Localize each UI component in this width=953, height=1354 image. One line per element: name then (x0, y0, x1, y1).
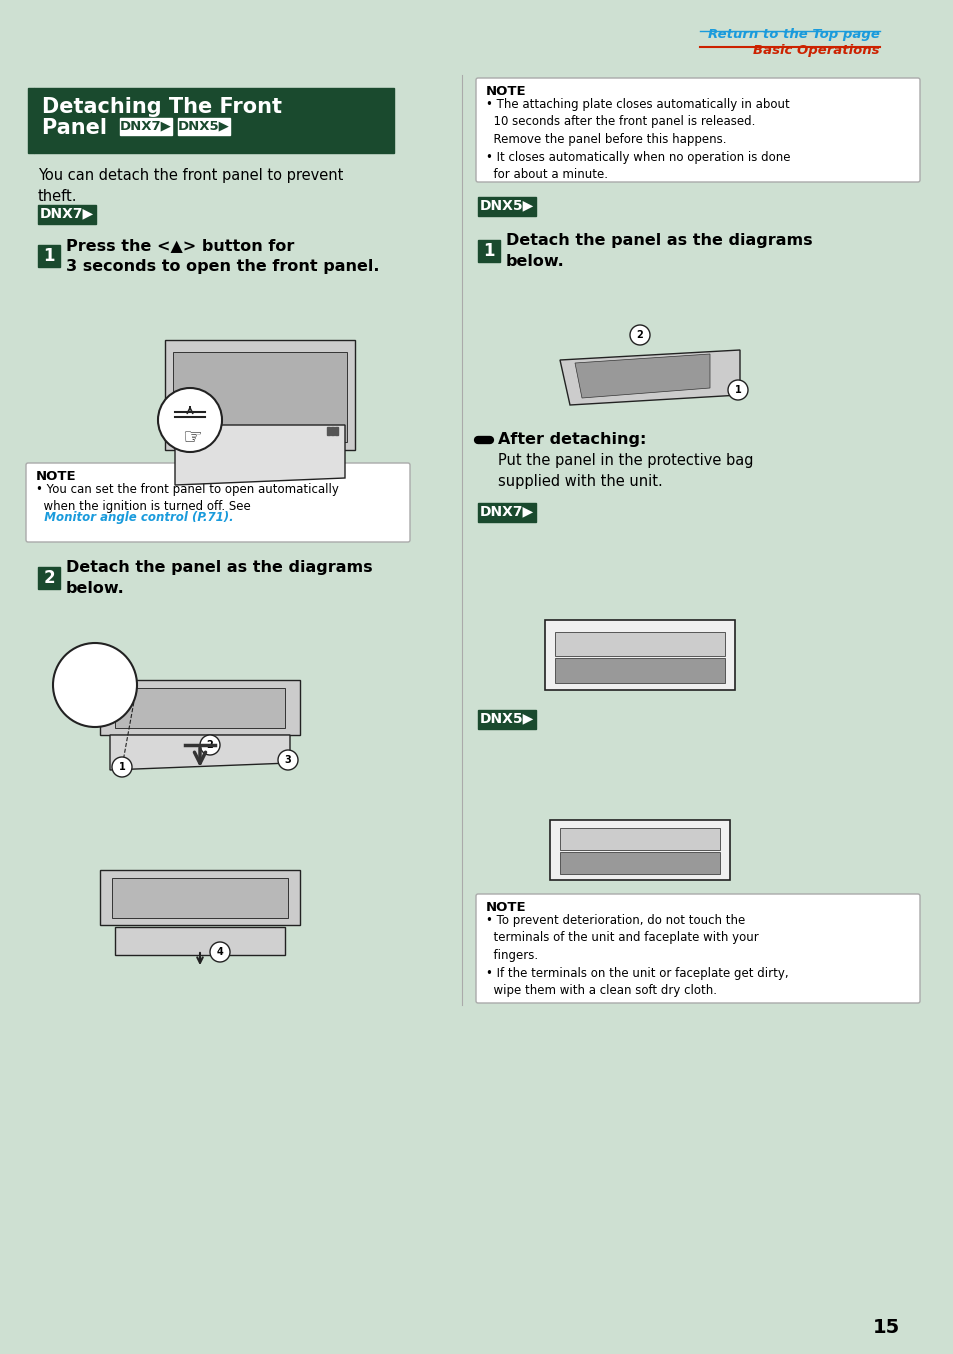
Text: 1: 1 (734, 385, 740, 395)
Text: Detaching The Front: Detaching The Front (42, 97, 282, 116)
Bar (555, 658, 724, 682)
Circle shape (200, 735, 220, 756)
Bar (327, 427, 330, 435)
Bar (115, 927, 285, 955)
FancyBboxPatch shape (476, 79, 919, 181)
Text: Put the panel in the protective bag
supplied with the unit.: Put the panel in the protective bag supp… (497, 454, 753, 489)
Bar (28, 88, 34, 153)
Bar (178, 118, 230, 135)
Text: DNX5▶: DNX5▶ (178, 119, 230, 131)
Bar (172, 352, 347, 441)
Text: DNX7▶: DNX7▶ (120, 119, 172, 131)
Circle shape (158, 389, 222, 452)
Bar (477, 709, 536, 728)
Circle shape (727, 380, 747, 399)
Text: NOTE: NOTE (36, 470, 76, 483)
Text: Return to the Top page: Return to the Top page (707, 28, 879, 41)
Text: 2: 2 (636, 330, 642, 340)
Text: 3: 3 (284, 756, 291, 765)
Text: ☞: ☞ (182, 428, 202, 448)
Circle shape (277, 750, 297, 770)
Bar (38, 567, 60, 589)
FancyBboxPatch shape (476, 894, 919, 1003)
Text: 1: 1 (43, 246, 54, 265)
Bar (38, 245, 60, 267)
Text: DNX5▶: DNX5▶ (479, 711, 534, 726)
Bar (477, 240, 499, 263)
Bar (555, 632, 724, 655)
Bar (477, 502, 536, 523)
Polygon shape (110, 735, 290, 770)
Bar (550, 821, 729, 880)
Circle shape (53, 643, 137, 727)
Bar (38, 204, 96, 223)
Circle shape (210, 942, 230, 961)
Text: Basic Operations: Basic Operations (753, 43, 879, 57)
Bar (100, 680, 299, 735)
Bar (165, 340, 355, 450)
Text: 2: 2 (43, 569, 54, 588)
Text: You can detach the front panel to prevent
theft.: You can detach the front panel to preven… (38, 168, 343, 204)
Text: NOTE: NOTE (485, 85, 526, 97)
Text: 4: 4 (216, 946, 223, 957)
Text: Detach the panel as the diagrams
below.: Detach the panel as the diagrams below. (66, 561, 373, 596)
Text: 2: 2 (207, 741, 213, 750)
Polygon shape (559, 349, 740, 405)
Text: 1: 1 (118, 762, 125, 772)
Bar (331, 427, 334, 435)
Text: 15: 15 (872, 1317, 899, 1336)
Polygon shape (174, 425, 345, 485)
Bar (544, 620, 734, 691)
Text: • To prevent deterioration, do not touch the
  terminals of the unit and facepla: • To prevent deterioration, do not touch… (485, 914, 788, 997)
Polygon shape (575, 353, 709, 398)
Bar (559, 829, 720, 850)
Bar (112, 877, 288, 918)
Text: • You can set the front panel to open automatically
  when the ignition is turne: • You can set the front panel to open au… (36, 483, 338, 513)
Text: Panel: Panel (42, 118, 114, 138)
Text: 1: 1 (483, 242, 495, 260)
Text: NOTE: NOTE (485, 900, 526, 914)
Text: DNX5▶: DNX5▶ (479, 199, 534, 213)
Text: After detaching:: After detaching: (497, 432, 646, 447)
Circle shape (629, 325, 649, 345)
Bar (477, 196, 536, 217)
Text: Detach the panel as the diagrams
below.: Detach the panel as the diagrams below. (505, 233, 812, 269)
Bar (100, 871, 299, 925)
Circle shape (112, 757, 132, 777)
Bar (120, 118, 172, 135)
Bar (34, 88, 394, 153)
FancyBboxPatch shape (26, 463, 410, 542)
Text: DNX7▶: DNX7▶ (479, 505, 534, 519)
Text: Monitor angle control (P.71).: Monitor angle control (P.71). (36, 510, 233, 524)
Text: DNX7▶: DNX7▶ (40, 207, 94, 221)
Bar (335, 427, 337, 435)
Bar (115, 688, 285, 728)
Text: • The attaching plate closes automatically in about
  10 seconds after the front: • The attaching plate closes automatical… (485, 97, 790, 181)
Bar (559, 852, 720, 873)
Text: Press the <▲> button for
3 seconds to open the front panel.: Press the <▲> button for 3 seconds to op… (66, 238, 379, 274)
